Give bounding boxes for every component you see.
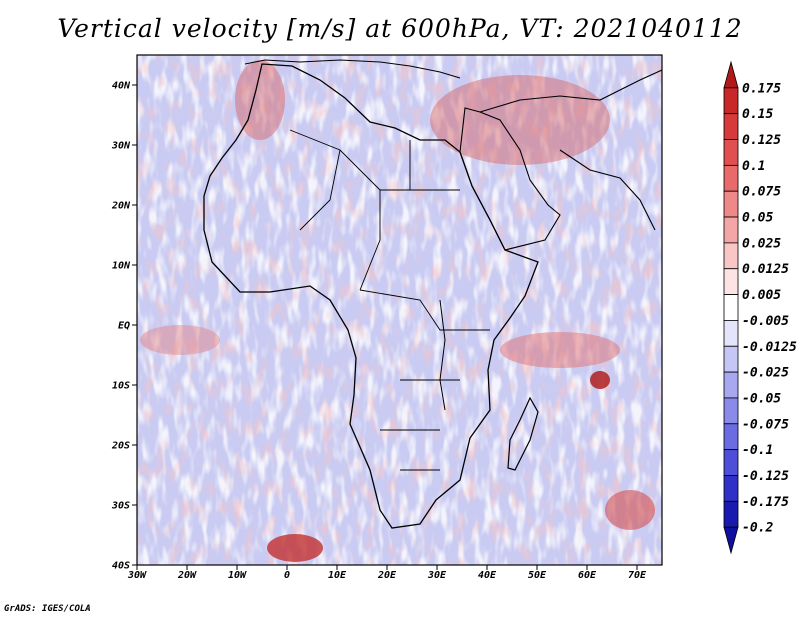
colorbar-swatch bbox=[723, 242, 739, 270]
colorbar-level-label: 0.05 bbox=[742, 211, 773, 226]
latitude-axis: 40N 30N 20N 10N EQ 10S 20S 30S 40S bbox=[111, 81, 137, 572]
colorbar-level-label: -0.005 bbox=[742, 314, 789, 329]
colorbar-level-label: -0.025 bbox=[742, 366, 789, 381]
lat-tick-label: 10N bbox=[112, 261, 131, 272]
colorbar-level-label: 0.1 bbox=[742, 159, 765, 174]
colorbar-level-label: 0.15 bbox=[742, 107, 773, 122]
lon-tick-label: 70E bbox=[628, 570, 647, 581]
colorbar-level-label: 0.025 bbox=[742, 236, 781, 251]
colorbar-level-label: -0.075 bbox=[742, 417, 789, 432]
colorbar-top-arrow bbox=[723, 60, 739, 89]
colorbar-swatch bbox=[723, 423, 739, 451]
updraft-band-indian-ocean bbox=[500, 332, 620, 368]
colorbar-level-label: -0.05 bbox=[742, 391, 781, 406]
lon-tick-label: 40E bbox=[478, 570, 497, 581]
colorbar-swatch bbox=[723, 87, 739, 115]
colorbar: 0.175 0.15 0.125 0.1 0.075 0.05 0.025 0.0125 0.0… bbox=[723, 60, 797, 555]
colorbar-level-label: -0.0125 bbox=[742, 340, 797, 355]
field-texture-red bbox=[137, 55, 662, 565]
colorbar-level-label: 0.005 bbox=[742, 288, 781, 303]
colorbar-swatch bbox=[723, 345, 739, 373]
colorbar-swatch bbox=[723, 397, 739, 425]
colorbar-bottom-arrow bbox=[723, 526, 739, 555]
country-borders bbox=[289, 129, 490, 471]
longitude-axis: 30W 20W 10W 0 10E 20E 30E 40E 50E 60E 70E bbox=[127, 565, 647, 581]
lat-tick-label: 40N bbox=[112, 81, 131, 92]
colorbar-swatch bbox=[723, 216, 739, 244]
lat-tick-label: 10S bbox=[112, 381, 130, 392]
velocity-field bbox=[137, 55, 662, 565]
chart-title: Vertical velocity [m/s] at 600hPa, VT: 2… bbox=[57, 14, 743, 43]
updraft-region-middle-east bbox=[430, 75, 610, 165]
lon-tick-label: 10E bbox=[328, 570, 347, 581]
lon-tick-label: 60E bbox=[578, 570, 597, 581]
colorbar-level-label: -0.1 bbox=[742, 443, 773, 458]
africa-coastline bbox=[203, 63, 539, 529]
lat-tick-label: 30N bbox=[111, 141, 131, 152]
colorbar-swatch bbox=[723, 190, 739, 218]
lat-tick-label: 20N bbox=[111, 201, 131, 212]
europe-coastline bbox=[244, 59, 461, 79]
lon-tick-label: 20W bbox=[177, 570, 197, 581]
lon-tick-label: 10W bbox=[228, 570, 247, 581]
plot-frame bbox=[136, 54, 663, 566]
colorbar-swatch bbox=[723, 294, 739, 321]
colorbar-swatch bbox=[723, 139, 739, 166]
updraft-band-equatorial-atlantic bbox=[140, 325, 220, 355]
lat-tick-label: EQ bbox=[118, 321, 130, 332]
lon-tick-label: 20E bbox=[377, 570, 397, 581]
colorbar-level-label: 0.175 bbox=[742, 81, 781, 96]
lon-tick-label: 50E bbox=[528, 570, 547, 581]
colorbar-swatch bbox=[723, 500, 739, 528]
colorbar-swatch bbox=[723, 475, 739, 502]
credit-label: GrADS: IGES/COLA bbox=[4, 604, 91, 614]
colorbar-level-label: -0.175 bbox=[742, 495, 789, 510]
lon-tick-label: 0 bbox=[284, 570, 290, 581]
lon-tick-label: 30W bbox=[127, 570, 147, 581]
colorbar-swatch bbox=[723, 449, 739, 476]
colorbar-swatch bbox=[723, 371, 739, 399]
colorbar-swatch bbox=[723, 164, 739, 192]
lat-tick-label: 30S bbox=[111, 501, 130, 512]
colorbar-level-label: 0.125 bbox=[742, 133, 781, 148]
great-lakes-outline bbox=[439, 299, 446, 411]
lat-tick-label: 40S bbox=[112, 561, 130, 572]
updraft-feature-indian-ocean bbox=[590, 371, 610, 389]
colorbar-swatch bbox=[723, 113, 739, 140]
colorbar-level-label: -0.125 bbox=[742, 469, 789, 484]
updraft-feature-south-atlantic bbox=[267, 534, 323, 562]
colorbar-level-label: -0.2 bbox=[742, 521, 773, 536]
lat-tick-label: 20S bbox=[111, 441, 130, 452]
asia-coastline bbox=[479, 69, 662, 231]
lon-tick-label: 30E bbox=[427, 570, 447, 581]
colorbar-level-label: 0.0125 bbox=[742, 262, 789, 277]
colorbar-swatch bbox=[723, 268, 739, 295]
madagascar-coastline bbox=[507, 396, 539, 471]
colorbar-level-label: 0.075 bbox=[742, 185, 781, 200]
colorbar-swatch bbox=[723, 320, 739, 347]
updraft-feature-southeast bbox=[605, 490, 655, 530]
arabian-peninsula-coastline bbox=[459, 107, 561, 251]
